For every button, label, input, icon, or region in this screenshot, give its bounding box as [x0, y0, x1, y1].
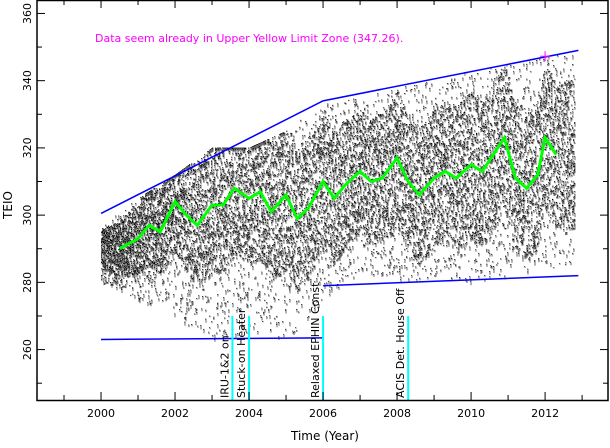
- event-label: Stuck-on Heater: [235, 308, 248, 398]
- upper-limit-line: [100, 49, 579, 215]
- lower-limit-line: [101, 337, 324, 341]
- event-label: Relaxed EPHIN Const: [309, 282, 322, 398]
- event-markers: IRU-1&2 on Stuck-on Heater Relaxed EPHIN C…: [218, 282, 410, 400]
- y-tick-label: 280: [21, 272, 34, 293]
- annotation: Data seem already in Upper Yellow Limit …: [95, 32, 403, 45]
- lower-limit-line: [323, 274, 579, 287]
- limit-marker: [540, 51, 551, 62]
- smoothed-series-line: [118, 133, 558, 251]
- x-tick-label: 2008: [383, 407, 411, 420]
- axes: 2000 2002 2004 2006 2008 2010 2012 260 280 300 320…: [21, 0, 609, 420]
- data-point-cloud: [101, 55, 576, 342]
- y-tick-label: 300: [21, 205, 34, 226]
- y-tick-label: 340: [21, 70, 34, 91]
- x-tick-label: 2004: [235, 407, 263, 420]
- y-tick-label: 360: [21, 3, 34, 24]
- limit-lines: [100, 49, 579, 341]
- x-tick-label: 2012: [531, 407, 559, 420]
- x-tick-label: 2000: [87, 407, 115, 420]
- x-axis-label: Time (Year): [290, 429, 359, 443]
- event-label: IRU-1&2 on: [218, 335, 231, 398]
- event-label: ACIS Det. House Off: [394, 288, 407, 398]
- y-tick-label: 260: [21, 339, 34, 360]
- x-tick-label: 2006: [309, 407, 337, 420]
- x-tick-label: 2002: [161, 407, 189, 420]
- y-axis-label: TEIO: [1, 191, 15, 220]
- data-points: [101, 55, 576, 342]
- y-tick-label: 320: [21, 137, 34, 158]
- plot-frame: [36, 0, 609, 402]
- x-tick-label: 2010: [457, 407, 485, 420]
